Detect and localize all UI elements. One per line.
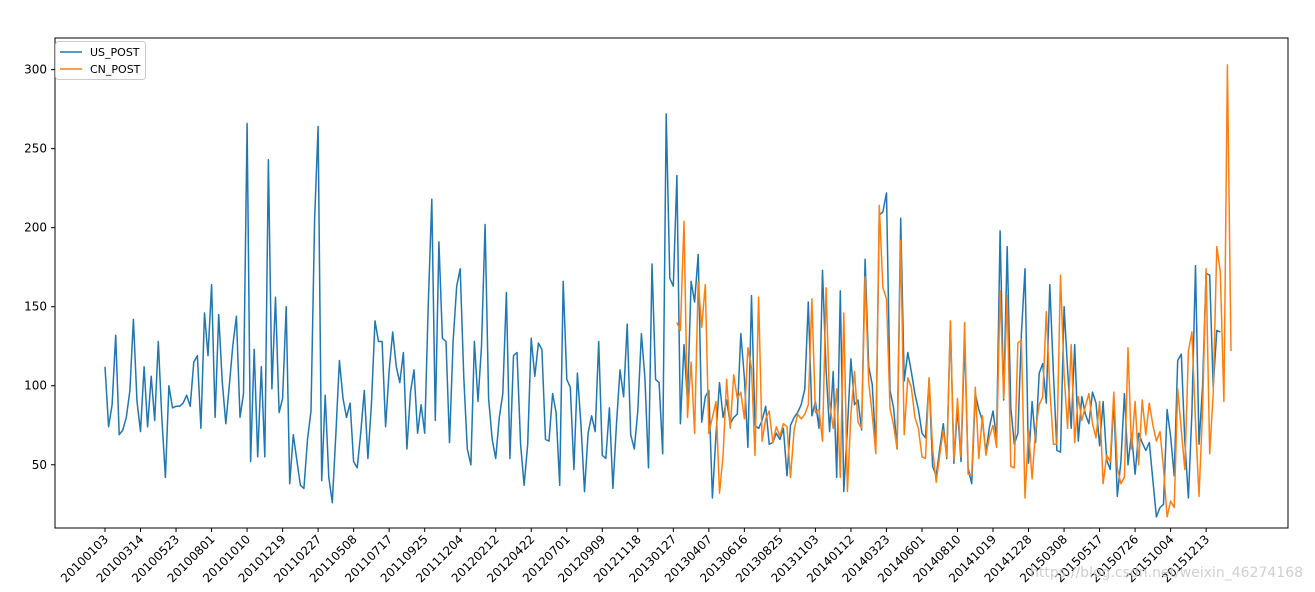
legend: US_POST CN_POST — [55, 41, 146, 80]
axes-frame — [54, 37, 1289, 529]
y-tick-label: 100 — [24, 379, 47, 393]
y-axis: 50 100 150 200 250 300 — [24, 63, 55, 472]
y-tick-label: 200 — [24, 221, 47, 235]
legend-box — [55, 41, 146, 80]
plot-area-border — [54, 37, 1289, 529]
y-tick-label: 150 — [24, 300, 47, 314]
watermark-text: https://blog.csdn.net/weixin_46274168 — [1030, 565, 1304, 581]
y-tick-label: 50 — [32, 458, 47, 472]
legend-label: US_POST — [90, 46, 140, 59]
y-tick-label: 250 — [24, 142, 47, 156]
legend-label: CN_POST — [90, 63, 141, 76]
y-tick-label: 300 — [24, 63, 47, 77]
series-line-cn-post — [676, 64, 1232, 518]
series-layer — [104, 64, 1232, 518]
series-line-us-post — [104, 113, 1221, 518]
